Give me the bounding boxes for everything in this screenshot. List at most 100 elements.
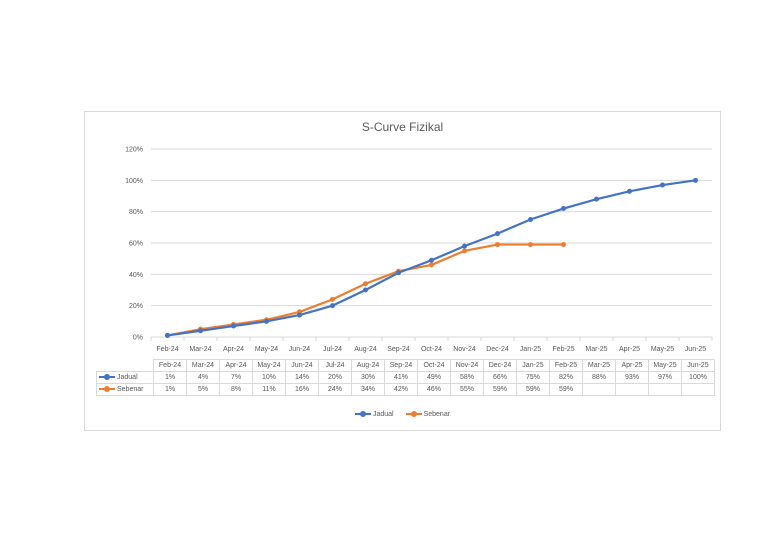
data-point-marker [396,270,401,276]
data-point-marker [594,196,599,202]
y-tick-label: 100% [125,178,143,185]
table-header-cell: Jun-24 [285,359,319,372]
x-tick-label: Sep-24 [387,346,410,353]
table-cell: 1% [153,371,187,384]
x-tick-label: Mar-24 [189,346,211,353]
data-point-marker [660,182,665,188]
table-cell: 16% [285,383,319,396]
legend-key-icon [354,411,371,418]
x-tick-label: May-25 [651,346,674,353]
legend-item: Sebenar [405,411,450,418]
legend-key-icon [405,411,422,418]
series-label: Jadual [96,371,154,384]
table-cell: 49% [417,371,451,384]
x-tick-label: Feb-25 [552,346,574,353]
legend-key-icon [99,374,115,381]
x-tick-label: Dec-24 [486,346,509,353]
y-tick-label: 120% [125,147,143,154]
table-cell: 93% [615,371,649,384]
table-header-cell: May-24 [252,359,286,372]
table-cell: 10% [252,371,286,384]
table-header-cell: Feb-24 [153,359,187,372]
x-tick-label: Jun-24 [289,346,311,353]
data-point-marker [198,328,203,334]
x-tick-label: Jan-25 [520,346,542,353]
table-cell: 59% [483,383,517,396]
x-tick-label: Jun-25 [685,346,707,353]
data-point-marker [528,242,533,248]
table-cell [681,383,715,396]
y-tick-label: 0% [133,335,143,342]
data-point-marker [429,262,434,268]
table-header-cell: Sep-24 [384,359,418,372]
data-point-marker [165,332,170,338]
table-header-cell: Jun-25 [681,359,715,372]
data-point-marker [264,318,269,324]
table-header-cell: Dec-24 [483,359,517,372]
x-tick-label: Feb-24 [156,346,178,353]
data-point-marker [363,281,368,287]
plot-area: 0% 20% 40% 60% 80% 100% 120% Feb-24 Mar-24 Apr-24… [125,147,713,353]
table-cell: 42% [384,383,418,396]
x-tick-label: Oct-24 [421,346,442,353]
table-row: Sebenar 1% 5% 8% 11% 16% 24% 34% 42% 46% 55% 59% 59%… [96,383,715,396]
data-point-marker [330,303,335,309]
y-tick-label: 80% [129,209,143,216]
table-cell: 58% [450,371,484,384]
x-tick-label: Jul-24 [323,346,342,353]
x-tick-label: Apr-25 [619,346,640,353]
table-header-cell: May-25 [648,359,682,372]
data-point-marker [495,242,500,248]
series-label: Sebenar [96,383,154,396]
table-cell: 41% [384,371,418,384]
x-tick-label: May-24 [255,346,278,353]
table-cell: 7% [219,371,253,384]
data-point-marker [528,217,533,222]
data-point-marker [462,243,467,249]
table-cell: 34% [351,383,385,396]
table-cell: 82% [549,371,583,384]
table-cell: 55% [450,383,484,396]
chart-container: S-Curve Fizikal 0% 20% 40% 60% 80% 100% 120% Fe… [84,111,721,431]
table-header-cell: Mar-25 [582,359,616,372]
chart-title: S-Curve Fizikal [361,120,444,134]
table-cell: 24% [318,383,352,396]
table-header-cell: Jan-25 [516,359,550,372]
table-row: Jadual 1% 4% 7% 10% 14% 20% 30% 41% 49% 58% 66% 75% 8… [96,371,715,384]
data-point-marker [627,188,632,194]
table-cell: 59% [516,383,550,396]
y-tick-label: 20% [129,303,143,310]
table-cell: 75% [516,371,550,384]
table-header-cell: Apr-25 [615,359,649,372]
y-tick-label: 60% [129,241,143,248]
data-point-marker [561,206,566,212]
data-point-marker [693,177,698,183]
data-point-marker [363,287,368,293]
table-header-cell: Nov-24 [450,359,484,372]
table-header-row: Feb-24 Mar-24 Apr-24 May-24 Jun-24 Jul-24 Aug-… [96,359,715,372]
chart-legend: Jadual Sebenar [85,411,720,418]
table-cell: 97% [648,371,682,384]
table-cell: 100% [681,371,715,384]
table-cell: 46% [417,383,451,396]
data-point-marker [330,296,335,302]
table-header-cell: Feb-25 [549,359,583,372]
table-cell [648,383,682,396]
table-cell: 5% [186,383,220,396]
table-cell: 1% [153,383,187,396]
data-point-marker [462,248,467,254]
table-cell: 4% [186,371,220,384]
table-corner [96,359,154,372]
y-tick-label: 40% [129,272,143,279]
data-point-marker [495,231,500,237]
table-cell: 11% [252,383,286,396]
data-point-marker [297,312,302,318]
table-cell: 30% [351,371,385,384]
x-tick-label: Nov-24 [453,346,476,353]
data-point-marker [231,323,236,329]
table-cell [615,383,649,396]
data-point-marker [561,242,566,248]
legend-item: Jadual [354,411,394,418]
table-cell: 88% [582,371,616,384]
table-header-cell: Oct-24 [417,359,451,372]
